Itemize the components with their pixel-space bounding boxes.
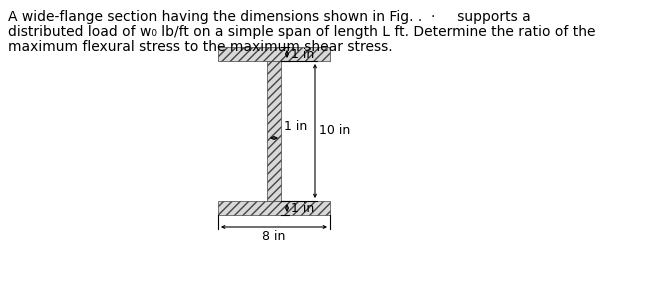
Text: distributed load of w₀ lb/ft on a simple span of length L ft. Determine the rati: distributed load of w₀ lb/ft on a simple… [8,25,596,39]
Bar [218,47,330,61]
Text: 1 in: 1 in [291,48,314,61]
Bar [267,61,281,201]
Text: maximum flexural stress to the maximum shear stress.: maximum flexural stress to the maximum s… [8,40,393,54]
Text: 10 in: 10 in [319,125,350,138]
Text: 8 in: 8 in [262,230,286,243]
Bar [218,201,330,215]
Text: A wide-flange section having the dimensions shown in Fig. .  ·     supports a: A wide-flange section having the dimensi… [8,10,530,24]
Text: 1 in: 1 in [284,120,307,133]
Text: 1 in: 1 in [291,201,314,215]
